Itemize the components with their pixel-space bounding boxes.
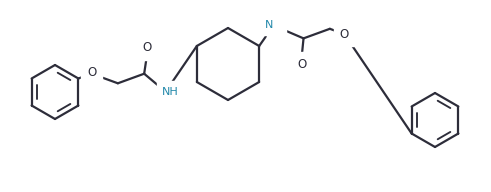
Text: N: N	[265, 20, 273, 30]
Text: O: O	[142, 41, 152, 54]
Text: O: O	[297, 58, 306, 71]
Text: H: H	[273, 24, 280, 34]
Text: O: O	[340, 28, 349, 41]
Text: O: O	[87, 66, 96, 79]
Text: NH: NH	[162, 87, 179, 97]
